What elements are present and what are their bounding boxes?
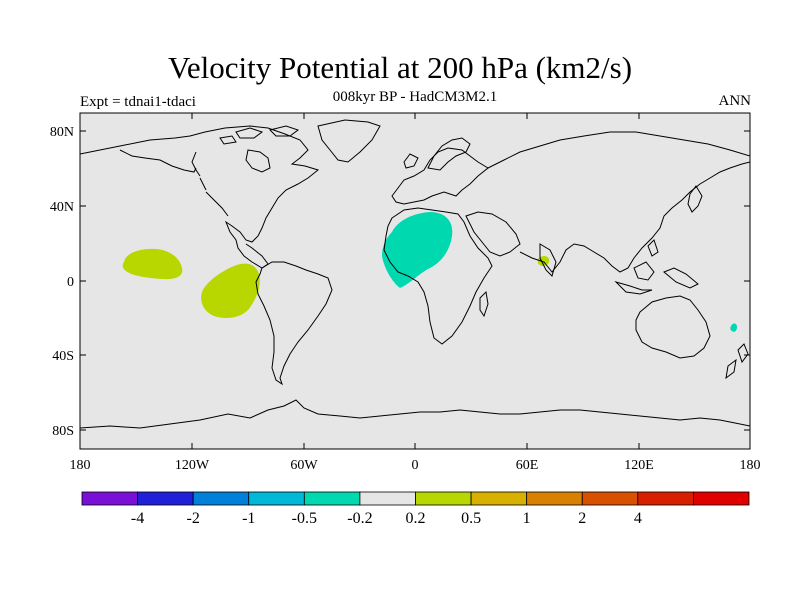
lon-tick-label: 180 [740,458,761,473]
colorbar-label: -4 [131,510,144,527]
season-label: ANN [718,93,752,109]
colorbar-swatch [81,491,138,506]
colorbar-label: 1 [523,510,531,527]
colorbar-label: 0.2 [406,510,426,527]
longitude-axis: 180 120W 60W 0 60E 120E 180 [70,113,761,473]
lon-tick-label: 180 [70,458,91,473]
colorbar-label: 0.5 [461,510,481,527]
colorbar-swatch [470,491,528,506]
latitude-axis: 80N 40N 0 40S 80S [50,125,750,439]
colorbar-labels: -4 -2 -1 -0.5 -0.2 0.2 0.5 1 2 4 [131,510,642,527]
colorbar-swatch [581,491,639,506]
lon-tick-label: 0 [412,458,419,473]
lat-tick-label: 0 [67,275,74,290]
lon-tick-label: 60E [516,458,539,473]
new-zealand [725,343,749,380]
australia-coast [635,295,711,359]
arabia-coast [465,211,521,257]
madagascar [479,290,489,318]
lat-tick-label: 80S [52,424,74,439]
colorbar-label: 4 [634,510,642,527]
east-pacific-region [201,263,260,318]
canadian-islands [219,125,300,145]
colorbar-swatch [248,491,305,506]
lon-tick-label: 60W [290,458,318,473]
colorbar-swatch [137,491,194,506]
experiment-label: Expt = tdnai1-tdaci [80,94,196,110]
central-pacific-region [122,248,183,280]
map-title: Velocity Potential at 200 hPa (km2/s) [167,50,633,85]
colorbar-swatch [526,491,583,506]
africa-coast [383,207,493,345]
colorbar-swatch [693,491,750,506]
shaded-regions [122,212,737,332]
map-subtitle: 008kyr BP - HadCM3M2.1 [332,89,498,105]
colorbar-swatch [303,491,361,506]
greenland [317,119,381,163]
alaska-coast [119,149,197,173]
lat-tick-label: 40S [52,349,74,364]
lon-tick-label: 120W [175,458,210,473]
colorbar-swatch [415,491,472,506]
colorbar-label: -0.5 [292,510,317,527]
africa-region [382,212,453,288]
north-america-coast [80,125,320,269]
colorbar-swatch [192,491,250,506]
antarctica-coast [80,399,750,429]
coastlines [80,119,750,429]
colorbar-label: -0.2 [347,510,372,527]
india-peninsula [539,243,557,277]
lat-tick-label: 80N [50,125,74,140]
hudson-bay [245,149,271,173]
south-america-coast [255,261,333,386]
colorbar-swatch [359,491,416,506]
lon-tick-label: 120E [624,458,654,473]
colorbar-swatch [637,491,694,506]
colorbar [81,491,750,506]
indonesia [614,239,699,295]
scandinavia [427,137,471,171]
colorbar-label: -1 [242,510,255,527]
southwest-pacific-region [730,323,737,332]
asia-coast [487,131,750,273]
colorbar-label: -2 [187,510,200,527]
map-background [80,113,750,449]
lat-tick-label: 40N [50,200,74,215]
japan [687,185,703,213]
colorbar-label: 2 [578,510,586,527]
